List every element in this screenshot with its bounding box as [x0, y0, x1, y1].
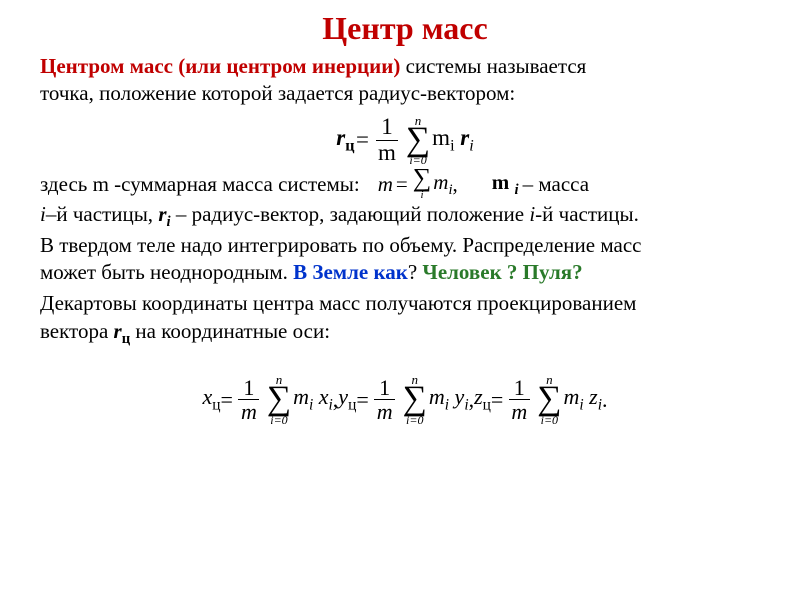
y-v: y: [449, 384, 464, 409]
y-den: m: [372, 400, 398, 423]
particle-line: i–й частицы, ri – радиус-вектор, задающи…: [40, 201, 770, 232]
z-lhs-w: zц: [474, 384, 491, 414]
z-v: z: [584, 384, 598, 409]
z-lhs: z: [474, 384, 483, 409]
intro-line1: Центром масс (или центром инерции) систе…: [40, 53, 770, 80]
mid-text2-rest: – масса: [523, 172, 589, 197]
cart-r-sub: ц: [122, 331, 130, 347]
mass-op: =: [396, 172, 408, 197]
x-frac: 1 m: [236, 376, 262, 423]
mass-sigma: ∑ i: [413, 168, 432, 200]
intro-rest1: системы называется: [400, 54, 586, 78]
x-term: mi xi: [293, 384, 333, 414]
sigma-icon: ∑: [403, 385, 427, 414]
solid-l2c: ?: [408, 260, 423, 284]
cartesian-l2: вектора rц на координатные оси:: [40, 318, 770, 349]
cart-r: r: [114, 319, 122, 343]
x-m: m: [293, 384, 309, 409]
equation-coords: xц = 1 m n ∑ i=0 mi xi , yц = 1 m n: [40, 373, 770, 426]
mass-comma: ,: [453, 172, 458, 197]
eq1-den: m: [373, 141, 401, 165]
cart-l2a: вектора: [40, 319, 114, 343]
x-lo: i=0: [270, 414, 287, 426]
cart-l2c: на координатные оси:: [130, 319, 330, 343]
mid-mi-sub: i: [515, 182, 519, 198]
solid-l2b: В Земле как: [293, 260, 408, 284]
y-lhs: y: [338, 384, 348, 409]
mid-mi: m: [492, 170, 515, 194]
mass-term: mi: [433, 170, 452, 199]
lp6: -й частицы.: [535, 202, 639, 226]
z-eq: =: [491, 387, 503, 413]
mid-text1: здесь m -суммарная масса системы:: [40, 172, 360, 197]
mass-lhs: m: [378, 172, 393, 197]
x-lhs: x: [203, 384, 213, 409]
y-sub: ц: [348, 397, 356, 414]
eq1-frac: 1 m: [373, 115, 401, 164]
sigma-icon: ∑: [537, 385, 561, 414]
x-sub: ц: [212, 397, 220, 414]
mass-m: m: [433, 170, 448, 194]
x-lhs-w: xц: [203, 384, 221, 414]
z-num: 1: [509, 376, 530, 400]
z-lo: i=0: [541, 414, 558, 426]
eq1-m: m: [432, 125, 450, 150]
coord-period: .: [602, 387, 608, 413]
z-sigma: n ∑ i=0: [537, 373, 561, 426]
intro-lead: Центром масс (или центром инерции): [40, 54, 400, 78]
y-eq: =: [356, 387, 368, 413]
solid-l2d: Человек ? Пуля?: [422, 260, 582, 284]
eq1-r-sub: ц: [345, 137, 354, 154]
mid-text2-lead: m i: [492, 170, 519, 199]
cartesian-l1: Декартовы координаты центра масс получаю…: [40, 290, 770, 317]
z-sub: ц: [483, 397, 491, 414]
y-term: mi yi: [429, 384, 469, 414]
sigma-icon: ∑: [413, 167, 432, 189]
solid-l2a: может быть неоднородным.: [40, 260, 293, 284]
coord-x: xц = 1 m n ∑ i=0 mi xi: [203, 373, 333, 426]
z-frac: 1 m: [506, 376, 532, 423]
y-sigma: n ∑ i=0: [403, 373, 427, 426]
x-v: x: [313, 384, 328, 409]
eq1-term: mi ri: [432, 125, 474, 156]
x-den: m: [236, 400, 262, 423]
coord-z: zц = 1 m n ∑ i=0 mi zi: [474, 373, 602, 426]
coord-y: yц = 1 m n ∑ i=0 mi yi: [338, 373, 468, 426]
x-num: 1: [238, 376, 259, 400]
lp2: –й частицы,: [46, 202, 158, 226]
sigma-icon: ∑: [406, 126, 430, 155]
z-den: m: [506, 400, 532, 423]
mid-line: здесь m -суммарная масса системы: m = ∑ …: [40, 168, 770, 200]
slide: Центр масс Центром масс (или центром ине…: [0, 0, 800, 426]
lp3: r: [158, 202, 166, 226]
page-title: Центр масс: [40, 10, 770, 47]
equation-main: rц = 1 m n ∑ i=0 mi ri: [40, 114, 770, 167]
intro-line2: точка, положение которой задается радиус…: [40, 80, 770, 107]
y-lhs-w: yц: [338, 384, 356, 414]
solid-l2: может быть неоднородным. В Земле как? Че…: [40, 259, 770, 286]
eq1-m-sub: i: [450, 137, 454, 154]
lp3w: ri: [158, 202, 170, 226]
y-lo: i=0: [406, 414, 423, 426]
x-sigma: n ∑ i=0: [267, 373, 291, 426]
x-eq: =: [221, 387, 233, 413]
eq1-r2: r: [460, 125, 469, 150]
eq1-r2-sub: i: [469, 137, 473, 154]
eq1-equals: =: [355, 127, 371, 153]
z-m: m: [563, 384, 579, 409]
y-num: 1: [374, 376, 395, 400]
y-frac: 1 m: [372, 376, 398, 423]
mass-sum-eq: m = ∑ i mi ,: [378, 168, 458, 200]
eq1-sigma: n ∑ i=0: [406, 114, 430, 167]
sigma-icon: ∑: [267, 385, 291, 414]
eq1-r: r: [336, 125, 345, 150]
eq1-lhs: rц: [336, 125, 354, 156]
lp4: – радиус-вектор, задающий положение: [171, 202, 530, 226]
mass-sum-lower: i: [420, 190, 423, 201]
solid-l1: В твердом теле надо интегрировать по объ…: [40, 232, 770, 259]
y-m: m: [429, 384, 445, 409]
eq1-num: 1: [376, 115, 398, 140]
cart-symbol: rц: [114, 319, 131, 343]
z-term: mi zi: [563, 384, 602, 414]
